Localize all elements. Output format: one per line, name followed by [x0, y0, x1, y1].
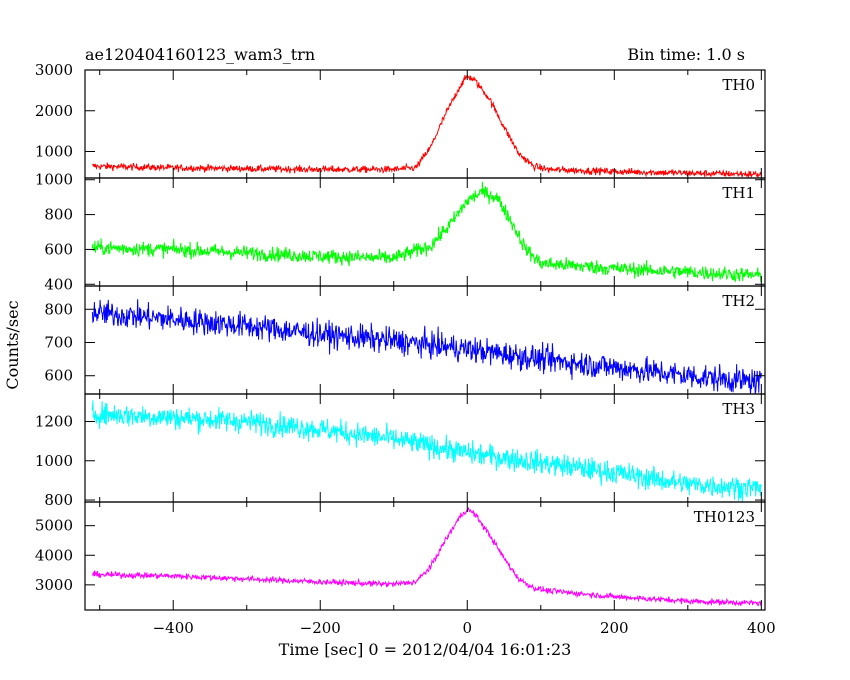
panel-th0123: TH0123 3000 4000 5000: [35, 501, 766, 611]
y-tick-label: 800: [44, 300, 73, 318]
series-line-th0123: [91, 506, 762, 607]
y-tick-label: 5000: [35, 517, 73, 535]
series-line-th2: [91, 299, 762, 395]
y-axis-label: Counts/sec: [3, 300, 22, 389]
panel-label: TH0: [722, 76, 755, 94]
series-line-th3: [91, 400, 762, 503]
panel-label: TH3: [722, 400, 755, 418]
panel-th3: TH3 800 1000 1200: [35, 393, 766, 509]
panel-frame: [84, 501, 766, 611]
x-tick-label: 0: [462, 619, 472, 637]
x-tick-labels: −400 −200 0 200 400: [153, 619, 776, 637]
y-tick-label: 800: [44, 491, 73, 509]
panel-th1: TH1 400 600 800 1000: [35, 171, 766, 293]
panel-label: TH2: [722, 292, 755, 310]
y-tick-label: 800: [44, 206, 73, 224]
panel-th0: TH0 1000 2000 3000: [35, 61, 766, 179]
y-tick-label: 1200: [35, 412, 73, 430]
panel-frame: [84, 177, 766, 287]
x-tick-label: 200: [600, 619, 629, 637]
series-line-th0: [91, 75, 762, 179]
x-tick-label: −400: [153, 619, 194, 637]
y-tick-label: 1000: [35, 171, 73, 189]
x-axis-label: Time [sec] 0 = 2012/04/04 16:01:23: [279, 640, 572, 659]
series-line-th1: [91, 181, 762, 283]
y-tick-label: 3000: [35, 576, 73, 594]
y-tick-label: 3000: [35, 61, 73, 79]
y-tick-label: 1000: [35, 452, 73, 470]
y-tick-label: 4000: [35, 546, 73, 564]
panels-group: TH0 1000 2000 3000 TH1 400 600 800 1000 TH2 600 700…: [35, 61, 766, 611]
panel-frame: [84, 69, 766, 179]
y-tick-label: 2000: [35, 102, 73, 120]
y-tick-label: 700: [44, 333, 73, 351]
x-tick-label: −200: [300, 619, 341, 637]
panel-th2: TH2 600 700 800: [44, 285, 766, 395]
panel-label: TH0123: [694, 508, 755, 526]
bin-time-label: Bin time: 1.0 s: [627, 45, 745, 64]
plot-title: ae120404160123_wam3_trn: [85, 45, 315, 64]
y-tick-label: 400: [44, 275, 73, 293]
x-tick-label: 400: [747, 619, 776, 637]
y-tick-label: 600: [44, 240, 73, 258]
y-tick-label: 600: [44, 367, 73, 385]
y-tick-label: 1000: [35, 143, 73, 161]
panel-label: TH1: [722, 184, 755, 202]
